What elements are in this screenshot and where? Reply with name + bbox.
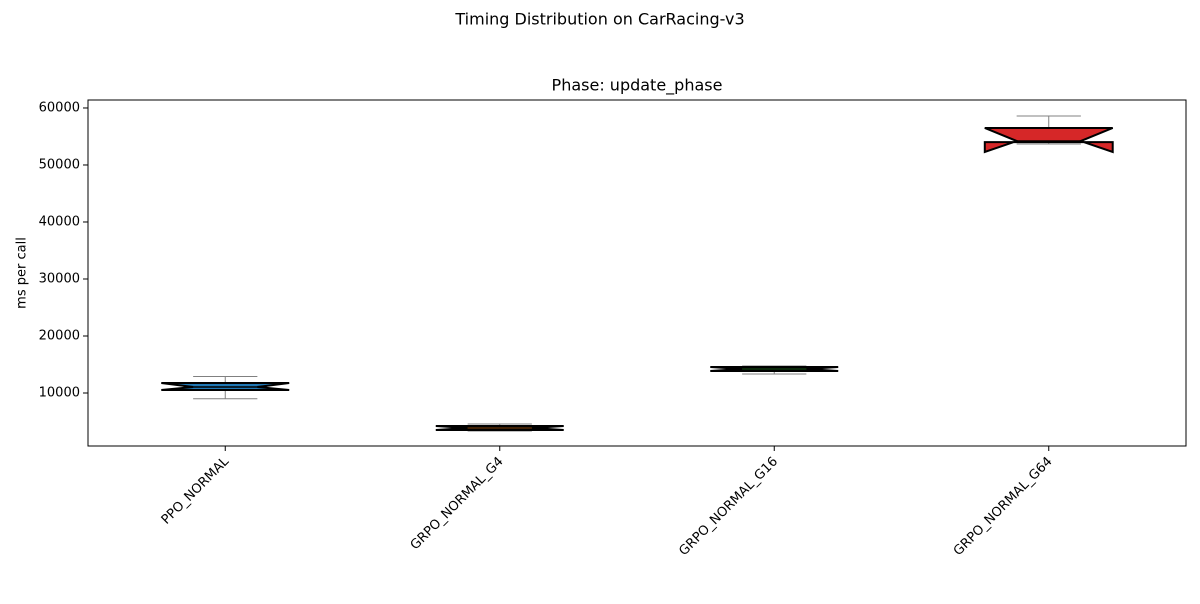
box bbox=[983, 126, 1114, 154]
y-tick-label: 30000 bbox=[39, 271, 80, 286]
x-tick-label: GRPO_NORMAL_G16 bbox=[676, 454, 781, 559]
plot-frame bbox=[87, 99, 1187, 447]
y-tick-label: 40000 bbox=[39, 214, 80, 229]
x-tick-label: GRPO_NORMAL_G64 bbox=[951, 454, 1056, 559]
chart-subtitle: Phase: update_phase bbox=[552, 76, 723, 96]
y-axis-label: ms per call bbox=[15, 237, 30, 309]
y-tick-label: 60000 bbox=[39, 100, 80, 115]
x-tick-label: PPO_NORMAL bbox=[159, 454, 233, 528]
y-tick-label: 10000 bbox=[39, 385, 80, 400]
chart-title: Timing Distribution on CarRacing-v3 bbox=[454, 10, 744, 29]
y-tick-label: 50000 bbox=[39, 157, 80, 172]
x-tick-label: GRPO_NORMAL_G4 bbox=[408, 454, 507, 553]
y-tick-label: 20000 bbox=[39, 328, 80, 343]
